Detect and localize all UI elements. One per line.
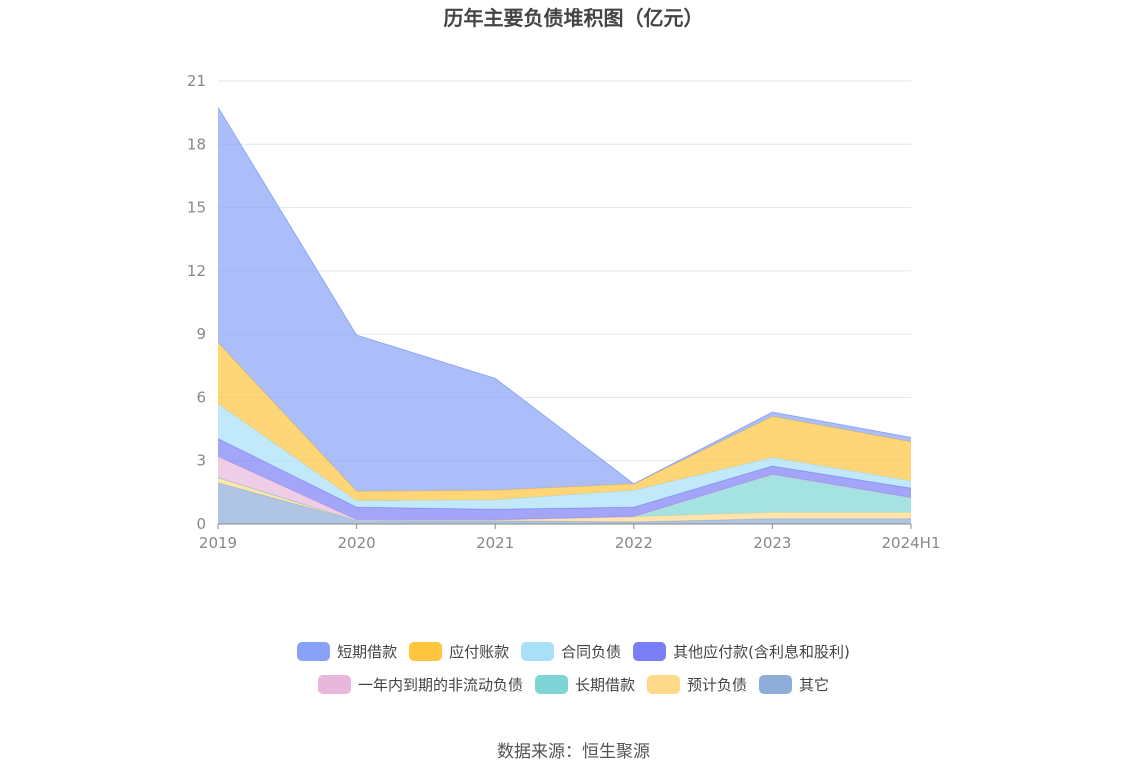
legend-swatch — [534, 674, 568, 694]
area-series — [218, 474, 911, 521]
y-tick-label: 12 — [187, 262, 206, 280]
data-source-note: 数据来源：恒生聚源 — [497, 742, 650, 762]
area-series — [218, 107, 911, 492]
legend-swatch — [409, 641, 443, 661]
legend-item[interactable]: 其他应付款(含利息和股利) — [633, 641, 850, 662]
legend-item[interactable]: 预计负债 — [647, 674, 747, 695]
y-tick-label: 9 — [196, 325, 206, 343]
x-tick-label: 2019 — [199, 534, 237, 552]
area-series — [218, 477, 911, 522]
area-series — [218, 482, 911, 524]
legend-swatch — [521, 641, 555, 661]
legend-swatch — [759, 674, 793, 694]
x-tick-label: 2022 — [615, 534, 653, 552]
x-tick-label: 2023 — [753, 534, 791, 552]
legend-item[interactable]: 短期借款 — [297, 641, 397, 662]
legend-swatch — [297, 641, 331, 661]
legend-item[interactable]: 其它 — [759, 674, 829, 695]
legend-swatch — [633, 641, 667, 661]
area-series — [218, 342, 911, 501]
chart-title: 历年主要负债堆积图（亿元） — [443, 6, 704, 30]
y-tick-label: 21 — [187, 72, 206, 90]
y-tick-label: 18 — [187, 135, 206, 153]
y-tick-label: 6 — [196, 388, 206, 406]
y-tick-label: 3 — [196, 452, 206, 470]
legend-label: 短期借款 — [337, 642, 398, 661]
legend-label: 其他应付款(含利息和股利) — [673, 642, 850, 661]
x-tick-label: 2021 — [476, 534, 514, 552]
legend-label: 其它 — [799, 675, 830, 694]
x-tick-label: 2020 — [338, 534, 376, 552]
chart-legend: 短期借款 应付账款 合同负债 其他应付款(含利息和股利) 一年内到期的非流动负债 长期借款… — [0, 638, 1147, 704]
legend-label: 预计负债 — [687, 675, 748, 694]
y-tick-label: 0 — [196, 515, 206, 533]
legend-item[interactable]: 长期借款 — [534, 674, 635, 695]
x-tick-label: 2024H1 — [882, 534, 941, 552]
legend-swatch — [647, 674, 680, 694]
legend-label: 长期借款 — [574, 675, 635, 694]
legend-item[interactable]: 应付账款 — [409, 641, 509, 662]
legend-item[interactable]: 合同负债 — [521, 641, 621, 662]
legend-swatch — [317, 674, 351, 694]
series-line — [217, 107, 912, 485]
stacked-area-chart: 0 3 6 9 12 15 18 21 2019 2020 2021 2022 2023 2024H1 — [187, 72, 941, 552]
legend-label: 合同负债 — [561, 642, 622, 661]
legend-label: 一年内到期的非流动负债 — [357, 675, 523, 694]
legend-item[interactable]: 一年内到期的非流动负债 — [317, 674, 523, 695]
legend-label: 应付账款 — [449, 642, 510, 661]
legend-row: 一年内到期的非流动负债 长期借款 预计负债 其它 — [0, 671, 1147, 697]
y-tick-label: 15 — [187, 199, 206, 217]
legend-row: 短期借款 应付账款 合同负债 其他应付款(含利息和股利) — [0, 638, 1147, 664]
